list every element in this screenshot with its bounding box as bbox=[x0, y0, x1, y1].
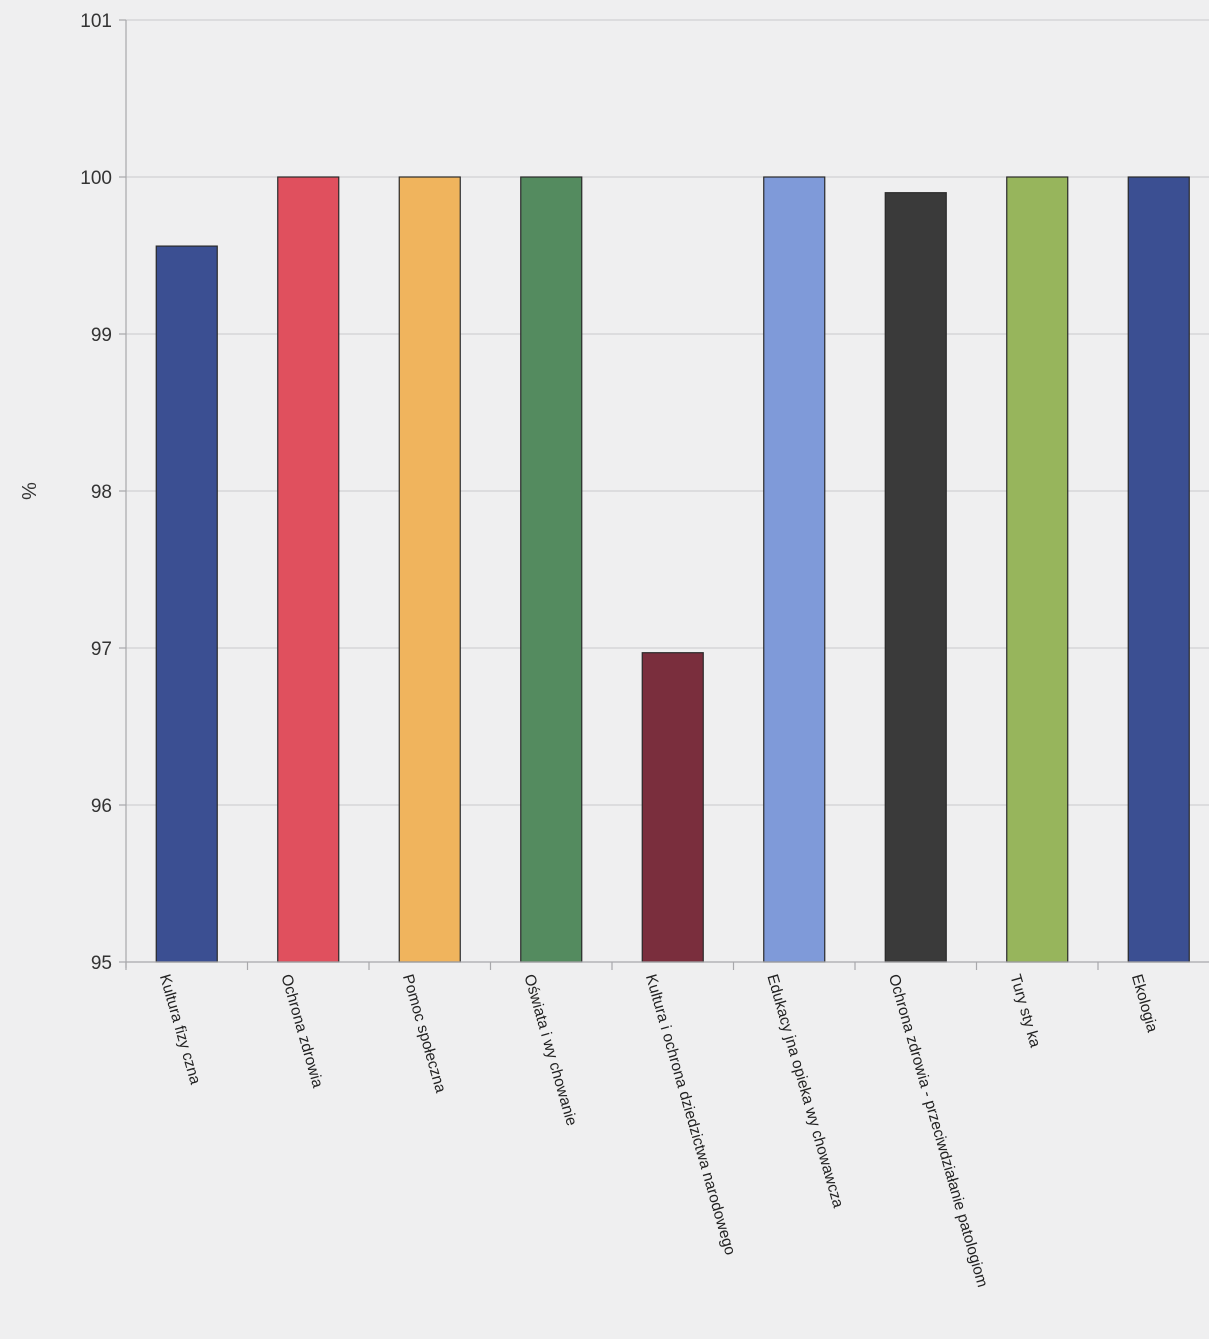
x-tick-label: Tury sty ka bbox=[1006, 972, 1043, 1049]
y-tick-label: 98 bbox=[91, 482, 112, 503]
bar-7 bbox=[884, 192, 947, 963]
x-tick-label: Oświata i wy chowanie bbox=[520, 972, 580, 1127]
bar-5 bbox=[641, 652, 704, 963]
bar-9 bbox=[1127, 176, 1190, 963]
y-tick-label: 101 bbox=[80, 11, 112, 32]
bar-1 bbox=[155, 245, 218, 963]
x-tick-label: Ochrona zdrowia - przeciwdziałanie patol… bbox=[885, 972, 991, 1289]
x-tick-label: Ekologia bbox=[1128, 972, 1161, 1034]
y-tick-label: 99 bbox=[91, 325, 112, 346]
axes bbox=[119, 19, 1209, 970]
bar-8 bbox=[1006, 176, 1069, 963]
bars bbox=[155, 176, 1190, 963]
bar-4 bbox=[520, 176, 583, 963]
y-axis-ticks: 95 96 97 98 99 100 101 bbox=[80, 11, 112, 974]
x-tick-label: Kultura fizy czna bbox=[156, 972, 204, 1086]
y-tick-label: 95 bbox=[91, 953, 112, 974]
x-tick-label: Kultura i ochrona dziedzictwa narodowego bbox=[642, 972, 739, 1257]
x-tick-label: Pomoc społeczna bbox=[399, 972, 449, 1095]
x-axis-ticks: Kultura fizy czna Ochrona zdrowia Pomoc sp… bbox=[156, 972, 1161, 1289]
y-tick-label: 96 bbox=[91, 796, 112, 817]
y-tick-label: 100 bbox=[80, 168, 112, 189]
bar-6 bbox=[763, 176, 826, 963]
bar-2 bbox=[277, 176, 340, 963]
y-axis-label: % bbox=[17, 482, 39, 500]
x-tick-label: Ochrona zdrowia bbox=[277, 972, 326, 1090]
bar-3 bbox=[398, 176, 461, 963]
y-tick-label: 97 bbox=[91, 639, 112, 660]
x-tick-label: Edukacy jna opieka wy chowawcza bbox=[763, 972, 846, 1210]
